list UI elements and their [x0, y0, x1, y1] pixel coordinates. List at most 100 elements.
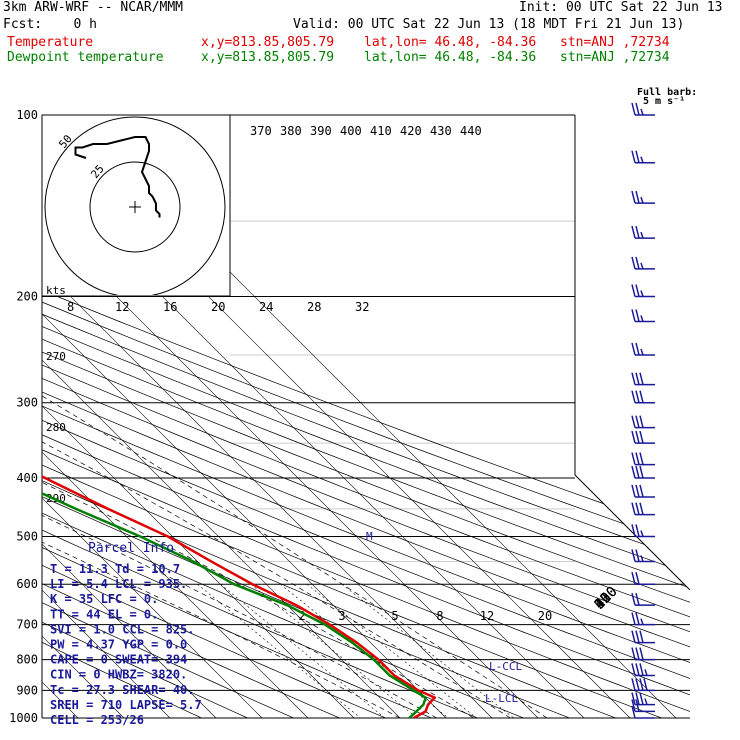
- barb-flag: [631, 572, 636, 585]
- dewpoint-xy: x,y=813.85,805.79: [201, 50, 335, 65]
- hodograph-trace: [74, 136, 161, 218]
- speed-label-28: 28: [307, 300, 321, 314]
- barb-flag: [631, 524, 636, 537]
- barb-flag: [635, 190, 640, 204]
- dry-adiabat-410: [42, 115, 690, 718]
- barb-half: [640, 196, 644, 204]
- barb-flag: [635, 630, 640, 643]
- dry-adiabat-280: [42, 115, 432, 718]
- mixing-ratio-label-12: 12: [480, 609, 494, 623]
- isotherm-20: [42, 115, 493, 718]
- speed-label-12: 12: [115, 300, 129, 314]
- dry-adiabat-label-280: 280: [46, 421, 66, 434]
- barb-flag: [639, 484, 644, 498]
- barb-half: [640, 231, 644, 239]
- barb-flag: [635, 549, 640, 562]
- barb-flag: [639, 430, 644, 444]
- speed-label-16: 16: [163, 300, 177, 314]
- wind-barb-120: [631, 150, 655, 164]
- pressure-label-200: 200: [16, 290, 38, 304]
- barb-flag: [635, 102, 640, 116]
- dry-adiabat-270: [42, 115, 386, 718]
- dry-adiabat-440: [42, 115, 690, 718]
- pressure-label-100: 100: [16, 108, 38, 122]
- barb-flag: [635, 415, 640, 428]
- temperature-latlon: lat,lon= 46.48, -84.36: [364, 35, 537, 50]
- wind-barb-900: [631, 678, 655, 692]
- hodograph-unit: kts: [46, 284, 66, 297]
- barb-half: [640, 262, 644, 270]
- wind-barb-380: [631, 452, 655, 466]
- wind-barb-400: [631, 465, 655, 479]
- header: 3km ARW-WRF -- NCAR/MMM Init: 00 UTC Sat…: [0, 0, 740, 70]
- dry-adiabat-290: [42, 115, 478, 718]
- barb-flag: [635, 430, 640, 444]
- barb-flag: [631, 225, 636, 239]
- barb-flag: [639, 692, 644, 705]
- barb-flag: [631, 342, 636, 356]
- pressure-label-300: 300: [16, 396, 38, 410]
- barb-flag: [635, 256, 640, 270]
- model-title: 3km ARW-WRF -- NCAR/MMM: [3, 0, 184, 15]
- parcel-row-4: SVI = 1.0 CCL = 825.: [50, 622, 195, 636]
- barb-flag: [635, 372, 640, 385]
- theta-e-label-380: 380: [280, 124, 302, 138]
- wind-barb-950: [631, 692, 655, 706]
- isotherm-30: [42, 115, 539, 718]
- wind-barb-160: [631, 225, 655, 239]
- dewpoint-latlon: lat,lon= 46.48, -84.36: [364, 50, 537, 65]
- barb-flag: [639, 502, 644, 515]
- barb-flag: [635, 699, 640, 712]
- dry-adiabat-390: [42, 115, 690, 718]
- temperature-legend: Temperature: [7, 35, 94, 50]
- speed-label-8: 8: [67, 300, 74, 314]
- right-edge: [574, 115, 691, 591]
- dry-adiabat-360: [42, 115, 690, 718]
- mixing-ratio-label-2: 2: [298, 609, 305, 623]
- dry-adiabat-240: [42, 115, 248, 718]
- barb-flag: [635, 225, 640, 239]
- diagram-frame: [41, 114, 691, 719]
- dry-adiabat-420: [42, 115, 690, 718]
- wind-barb-250: [631, 342, 655, 356]
- barb-flag: [639, 647, 644, 660]
- dry-adiabat-330: [42, 115, 662, 718]
- barb-flag: [631, 309, 636, 322]
- isotherm--50: [42, 115, 171, 718]
- parcel-row-7: CIN = 0 HWBZ= 3820.: [50, 668, 187, 682]
- barb-flag: [635, 502, 640, 515]
- hodograph-box: [41, 114, 231, 297]
- barb-flag: [631, 465, 636, 479]
- wind-barb-460: [631, 502, 655, 516]
- barb-flag: [639, 415, 644, 428]
- init-time: Init: 00 UTC Sat 22 Jun 13: [519, 0, 723, 15]
- barb-flag: [635, 452, 640, 465]
- wind-barbs: [631, 102, 655, 719]
- wind-barb-220: [631, 309, 655, 323]
- barb-flag: [631, 430, 636, 444]
- parcel-row-0: T = 11.3 Td = 10.7: [50, 562, 180, 576]
- barb-flag: [639, 465, 644, 479]
- isotherm-10: [42, 115, 447, 718]
- barb-flag: [635, 284, 640, 297]
- parcel-row-2: K = 35 LFC = 0.: [50, 592, 158, 606]
- barb-flag: [635, 465, 640, 479]
- barb-flag: [639, 663, 644, 676]
- speed-label-24: 24: [259, 300, 273, 314]
- parcel-row-6: CAPE = 0 SWEAT= 394: [50, 653, 187, 667]
- barb-flag: [635, 390, 640, 403]
- hodograph-ring-25: [89, 161, 181, 253]
- barb-flag: [631, 549, 636, 562]
- dry-adiabat-310: [42, 115, 570, 718]
- theta-e-label-400: 400: [340, 124, 362, 138]
- barb-flag: [631, 190, 636, 204]
- barb-flag: [635, 150, 640, 163]
- isotherm--10: [42, 115, 355, 718]
- wind-barb-650: [631, 593, 655, 606]
- wind-barb-500: [631, 524, 655, 538]
- dry-adiabat-370: [42, 115, 690, 718]
- mixing-ratio-label-5: 5: [391, 609, 398, 623]
- barb-flag: [635, 663, 640, 676]
- diagram-grid: [42, 115, 690, 718]
